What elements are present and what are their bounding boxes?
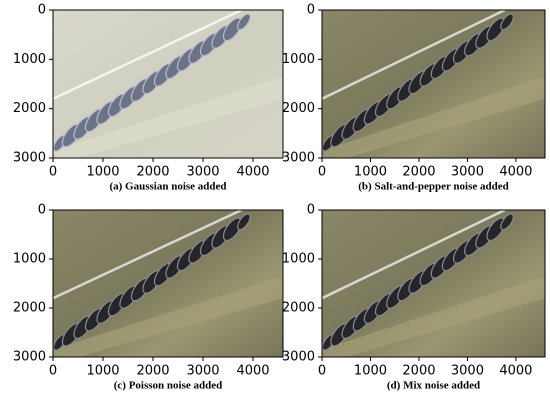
x-tick-label: 2000 — [402, 165, 435, 180]
y-tick-label: 1000 — [13, 52, 46, 67]
x-tick-label: 3000 — [451, 364, 484, 379]
insulator-disc — [486, 217, 506, 242]
axes-frame — [321, 9, 546, 159]
x-tick-label: 0 — [318, 165, 326, 180]
x-tick-label: 4000 — [499, 165, 532, 180]
ground-stripe — [322, 76, 545, 158]
image-background — [53, 210, 283, 357]
cable — [53, 210, 243, 300]
ground-stripe — [322, 276, 545, 357]
y-tick-label: 1000 — [282, 252, 315, 267]
y-tick-label: 3000 — [13, 350, 46, 365]
x-tick-label: 0 — [318, 364, 326, 379]
y-tick-label: 1000 — [13, 252, 46, 267]
x-tick-label: 3000 — [451, 165, 484, 180]
caption: (b) Salt-and-pepper noise added — [358, 181, 508, 193]
x-tick-label: 3000 — [186, 364, 219, 379]
x-tick-label: 3000 — [186, 165, 219, 180]
insulator-disc — [500, 213, 514, 231]
insulator-disc — [237, 13, 251, 31]
insulator-disc — [237, 213, 251, 231]
x-tick-label: 1000 — [354, 165, 387, 180]
insulator-disc — [500, 13, 514, 31]
y-tick-label: 3000 — [282, 350, 315, 365]
image-background — [322, 10, 545, 158]
axes-frame — [52, 209, 284, 358]
x-tick-label: 2000 — [136, 364, 169, 379]
y-tick-label: 2000 — [13, 301, 46, 316]
x-tick-label: 1000 — [86, 364, 119, 379]
caption: (d) Mix noise added — [387, 380, 480, 392]
x-tick-label: 0 — [49, 364, 57, 379]
x-tick-label: 1000 — [354, 364, 387, 379]
caption: (c) Poisson noise added — [114, 380, 223, 392]
image-background — [53, 10, 283, 158]
insulator-disc — [222, 17, 242, 42]
y-tick-label: 0 — [38, 203, 46, 218]
y-tick-label: 2000 — [282, 101, 315, 116]
insulator-disc — [222, 217, 242, 242]
cable — [53, 10, 243, 100]
y-tick-label: 0 — [307, 3, 315, 18]
y-tick-label: 2000 — [282, 301, 315, 316]
x-tick-label: 4000 — [499, 364, 532, 379]
x-tick-label: 2000 — [402, 364, 435, 379]
caption: (a) Gaussian noise added — [109, 181, 226, 193]
image — [53, 10, 283, 158]
image — [53, 210, 283, 357]
image-background — [322, 210, 545, 357]
ground-stripe — [53, 276, 283, 357]
y-tick-label: 0 — [307, 203, 315, 218]
image — [322, 10, 545, 158]
y-tick-label: 0 — [38, 3, 46, 18]
y-tick-label: 3000 — [13, 151, 46, 166]
x-tick-label: 4000 — [236, 165, 269, 180]
x-tick-label: 4000 — [236, 364, 269, 379]
ground-stripe — [53, 76, 283, 158]
x-tick-label: 0 — [49, 165, 57, 180]
axes-frame — [321, 209, 546, 358]
image — [322, 210, 545, 357]
x-tick-label: 2000 — [136, 165, 169, 180]
x-tick-label: 1000 — [86, 165, 119, 180]
cable — [322, 210, 506, 300]
axes-frame — [52, 9, 284, 159]
y-tick-label: 1000 — [282, 52, 315, 67]
y-tick-label: 3000 — [282, 151, 315, 166]
cable — [322, 10, 506, 100]
y-tick-label: 2000 — [13, 101, 46, 116]
